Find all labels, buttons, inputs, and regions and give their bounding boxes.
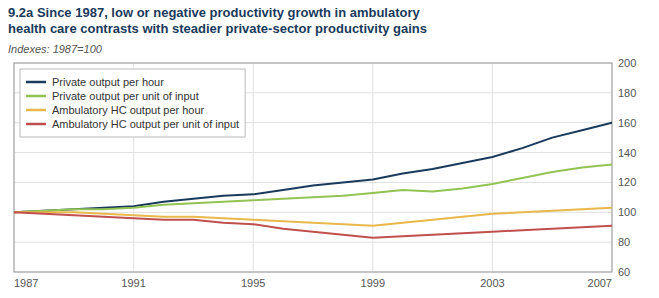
x-tick-label: 1987 <box>14 277 38 289</box>
y-tick-label: 60 <box>618 266 630 278</box>
series-lines <box>14 123 612 238</box>
y-tick-label: 80 <box>618 236 630 248</box>
subtitle: Indexes: 1987=100 <box>8 43 103 55</box>
y-tick-label: 200 <box>618 57 636 69</box>
y-tick-label: 160 <box>618 117 636 129</box>
plot-frame <box>14 63 612 272</box>
legend: Private output per hour Private output pe… <box>20 69 245 137</box>
legend-label: Private output per hour <box>52 76 164 88</box>
y-tick-label: 100 <box>618 206 636 218</box>
legend-label: Ambulatory HC output per unit of input <box>52 118 239 130</box>
title-line: health care contrasts with steadier priv… <box>8 21 427 36</box>
legend-swatch <box>26 81 46 84</box>
legend-label: Ambulatory HC output per hour <box>52 104 205 116</box>
x-tick-label: 2007 <box>588 277 612 289</box>
legend-box <box>20 69 245 137</box>
y-grid-line <box>14 182 612 183</box>
legend-swatch <box>26 95 46 98</box>
title-line: 9.2a Since 1987, low or negative product… <box>8 5 421 20</box>
chart: 9.2a Since 1987, low or negative product… <box>0 0 659 298</box>
y-tick-label: 140 <box>618 147 636 159</box>
x-tick-label: 1999 <box>361 277 385 289</box>
y-grid-line <box>14 242 612 243</box>
x-grid-line <box>253 63 254 272</box>
x-grid-line <box>492 63 493 272</box>
series-line <box>14 212 612 237</box>
legend-swatch <box>26 109 46 112</box>
series-line <box>14 165 612 213</box>
x-grid-line <box>372 63 373 272</box>
legend-swatch <box>26 123 46 126</box>
grid <box>14 63 612 272</box>
y-tick-label: 120 <box>618 176 636 188</box>
y-grid-line <box>14 152 612 153</box>
x-tick-label: 2003 <box>480 277 504 289</box>
x-tick-label: 1991 <box>121 277 145 289</box>
title: 9.2a Since 1987, low or negative product… <box>8 5 427 36</box>
x-tick-label: 1995 <box>241 277 265 289</box>
y-tick-label: 180 <box>618 87 636 99</box>
legend-label: Private output per unit of input <box>52 90 199 102</box>
